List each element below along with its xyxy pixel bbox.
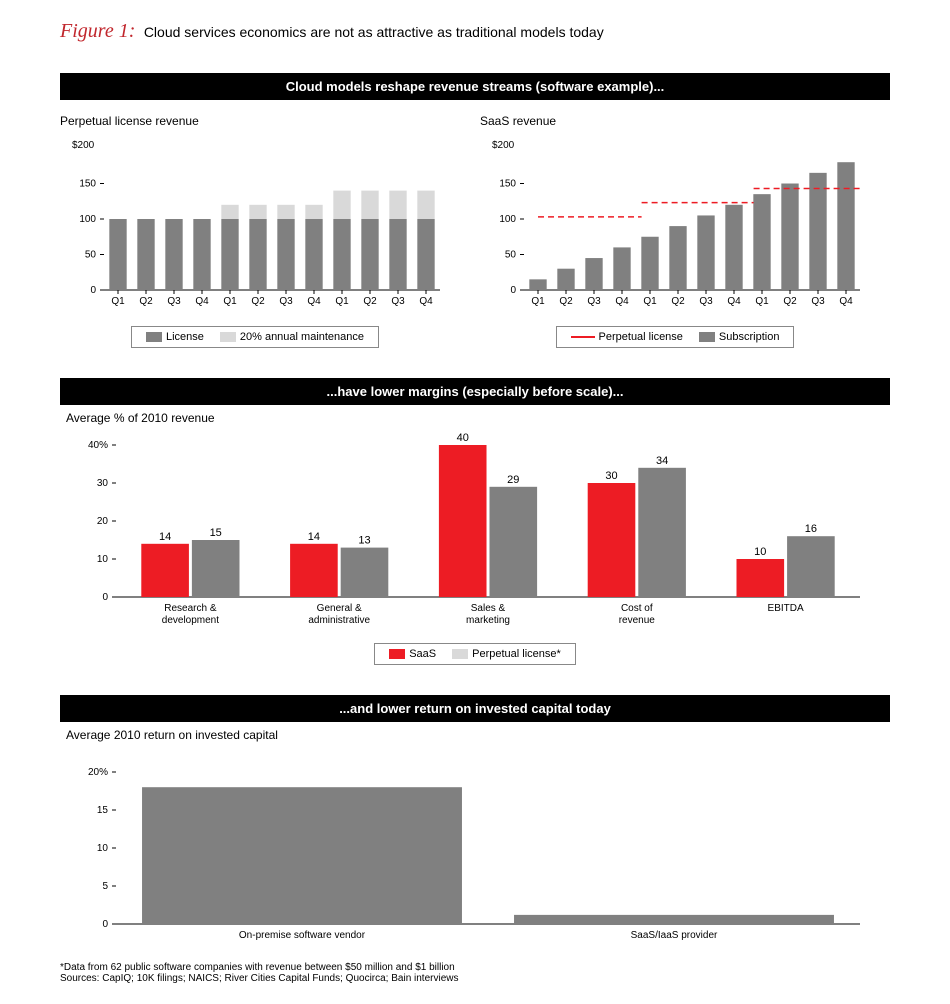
legend-panel2: SaaSPerpetual license* (374, 643, 576, 665)
svg-text:Q2: Q2 (363, 296, 377, 307)
svg-text:Q4: Q4 (727, 296, 741, 307)
svg-text:14: 14 (159, 531, 171, 543)
svg-text:development: development (162, 615, 219, 626)
svg-text:EBITDA: EBITDA (768, 603, 804, 614)
svg-text:0: 0 (102, 592, 108, 603)
svg-text:Q1: Q1 (223, 296, 237, 307)
svg-text:Q2: Q2 (783, 296, 797, 307)
svg-text:0: 0 (510, 285, 516, 296)
figure-header: Figure 1: Cloud services economics are n… (60, 20, 890, 43)
svg-text:Q2: Q2 (559, 296, 573, 307)
panel3-subtitle: Average 2010 return on invested capital (66, 728, 890, 742)
legend-panel1-left: License20% annual maintenance (131, 326, 379, 348)
svg-text:40: 40 (457, 432, 469, 444)
svg-text:Q3: Q3 (811, 296, 825, 307)
figure-caption: Cloud services economics are not as attr… (144, 24, 604, 40)
svg-text:Research &: Research & (164, 603, 217, 614)
svg-text:150: 150 (499, 179, 516, 190)
section1-title-bar: Cloud models reshape revenue streams (so… (60, 73, 890, 100)
svg-text:marketing: marketing (466, 615, 510, 626)
chart-roic: 0 5 10 15 20% On-premise software vendor SaaS/… (60, 744, 870, 954)
svg-text:30: 30 (605, 470, 617, 482)
svg-text:16: 16 (805, 523, 817, 535)
chart-perpetual-license: $200 0 50 100 150 Q1 Q2 Q3 Q4 Q1 Q2 Q3 Q4 Q1 Q2 Q3 Q4 (60, 130, 450, 320)
svg-text:30: 30 (97, 478, 109, 489)
footnote-1: *Data from 62 public software companies … (60, 962, 890, 973)
panel1-left-subtitle: Perpetual license revenue (60, 114, 450, 128)
panel1-right: SaaS revenue $200 0 50 100 150 Q1 Q2 Q3 Q4 Q1 Q2 Q3… (480, 108, 870, 348)
svg-text:5: 5 (102, 881, 108, 892)
svg-text:150: 150 (79, 179, 96, 190)
chart-margins: 0 10 20 30 40% 14 15 Research &development 14 13 G… (60, 427, 870, 637)
panel1-left: Perpetual license revenue $200 0 50 100 150 Q… (60, 108, 450, 348)
svg-text:administrative: administrative (308, 615, 370, 626)
svg-text:40%: 40% (88, 440, 108, 451)
panel2-subtitle: Average % of 2010 revenue (66, 411, 890, 425)
svg-text:Q2: Q2 (139, 296, 153, 307)
svg-text:General &: General & (317, 603, 362, 614)
svg-text:Q3: Q3 (391, 296, 405, 307)
section2-title-bar: ...have lower margins (especially before… (60, 378, 890, 405)
svg-text:14: 14 (308, 531, 320, 543)
svg-text:On-premise software vendor: On-premise software vendor (239, 930, 366, 941)
svg-text:15: 15 (97, 805, 109, 816)
svg-text:29: 29 (507, 474, 519, 486)
svg-text:50: 50 (505, 250, 517, 261)
svg-text:20: 20 (97, 516, 109, 527)
panel1-row: Perpetual license revenue $200 0 50 100 150 Q… (60, 108, 890, 348)
svg-text:$200: $200 (492, 140, 515, 151)
legend-panel1-right: Perpetual licenseSubscription (556, 326, 795, 348)
svg-text:100: 100 (79, 214, 96, 225)
svg-text:13: 13 (358, 535, 370, 547)
footnote-2: Sources: CapIQ; 10K filings; NAICS; Rive… (60, 973, 890, 984)
svg-text:Q3: Q3 (167, 296, 181, 307)
svg-text:0: 0 (102, 919, 108, 930)
svg-text:10: 10 (97, 843, 109, 854)
svg-text:Q4: Q4 (307, 296, 321, 307)
svg-text:Q4: Q4 (195, 296, 209, 307)
svg-text:Q3: Q3 (279, 296, 293, 307)
panel1-right-subtitle: SaaS revenue (480, 114, 870, 128)
svg-text:Q4: Q4 (419, 296, 433, 307)
svg-text:$200: $200 (72, 140, 95, 151)
svg-text:Q1: Q1 (335, 296, 349, 307)
svg-text:Q3: Q3 (587, 296, 601, 307)
svg-text:100: 100 (499, 214, 516, 225)
svg-text:Q3: Q3 (699, 296, 713, 307)
svg-text:20%: 20% (88, 767, 108, 778)
svg-text:0: 0 (90, 285, 96, 296)
svg-text:15: 15 (210, 527, 222, 539)
chart-saas-revenue: $200 0 50 100 150 Q1 Q2 Q3 Q4 Q1 Q2 Q3 Q4 Q1 Q2 Q3 Q4 (480, 130, 870, 320)
svg-text:revenue: revenue (619, 615, 656, 626)
svg-text:50: 50 (85, 250, 97, 261)
svg-text:Sales &: Sales & (471, 603, 506, 614)
svg-text:Cost of: Cost of (621, 603, 653, 614)
svg-text:Q2: Q2 (671, 296, 685, 307)
svg-text:10: 10 (97, 554, 109, 565)
svg-text:Q4: Q4 (615, 296, 629, 307)
svg-text:10: 10 (754, 546, 766, 558)
section3-title-bar: ...and lower return on invested capital … (60, 695, 890, 722)
svg-text:Q2: Q2 (251, 296, 265, 307)
svg-text:Q1: Q1 (643, 296, 657, 307)
svg-text:SaaS/IaaS provider: SaaS/IaaS provider (631, 930, 718, 941)
figure-label: Figure 1: (60, 20, 135, 42)
svg-text:Q4: Q4 (839, 296, 853, 307)
svg-text:34: 34 (656, 455, 668, 467)
svg-text:Q1: Q1 (111, 296, 125, 307)
svg-text:Q1: Q1 (531, 296, 545, 307)
svg-text:Q1: Q1 (755, 296, 769, 307)
